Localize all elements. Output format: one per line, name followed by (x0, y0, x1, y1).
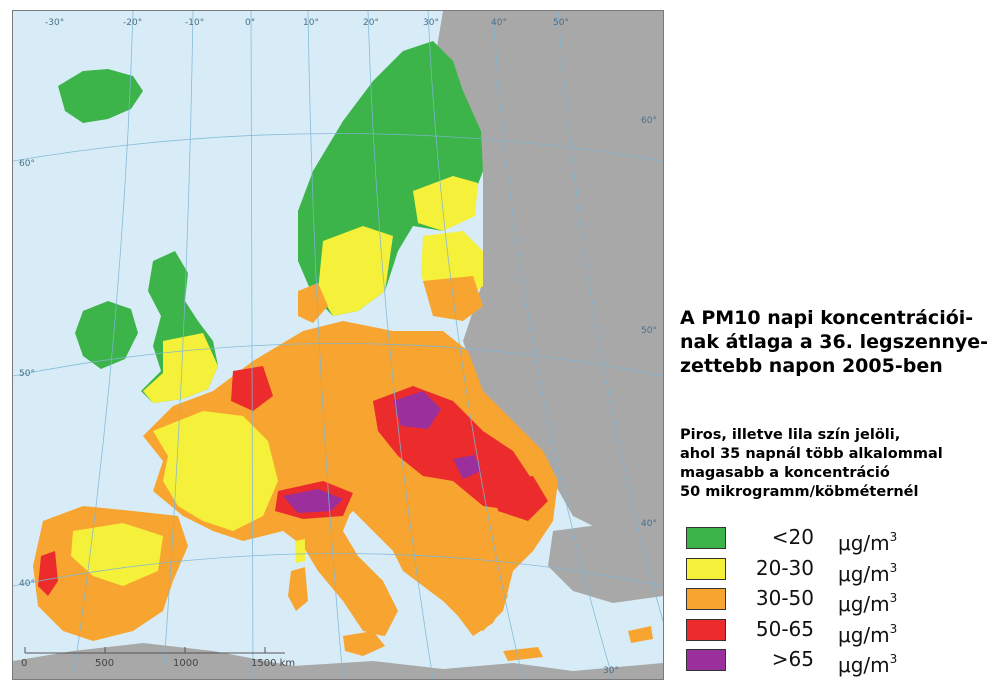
map-title: A PM10 napi koncentrációi- nak átlaga a … (680, 306, 995, 378)
legend-swatch (686, 588, 726, 611)
lon-label: -30° (45, 18, 64, 28)
title-line: zettebb napon 2005-ben (680, 355, 943, 377)
lon-label: -10° (185, 18, 204, 28)
legend-item: 30-50 μg/m3 (686, 585, 986, 616)
scale-bar: 0 500 1000 1500 km (21, 647, 295, 669)
map-canvas: -30° -20° -10° 0° 10° 20° 30° 40° 50° 60… (13, 11, 663, 679)
scale-label: 1500 km (251, 658, 295, 669)
legend-unit: μg/m3 (838, 652, 898, 678)
legend-range: <20 (771, 525, 814, 549)
lon-label: 0° (245, 18, 255, 28)
po-valley-purple (283, 489, 343, 513)
poland-purple (393, 391, 441, 429)
lat-label-right: 60° (641, 116, 657, 126)
england-south-yellow (143, 333, 218, 403)
legend-range: 50-65 (755, 616, 814, 641)
pm10-map: -30° -20° -10° 0° 10° 20° 30° 40° 50° 60… (12, 10, 664, 680)
title-line: A PM10 napi koncentrációi- (680, 307, 974, 329)
ireland (75, 301, 138, 369)
portugal-red (38, 551, 58, 596)
lon-label: 50° (553, 18, 569, 28)
legend: <20 μg/m3 20-30 μg/m3 30-50 μg/m3 50-65 … (686, 524, 986, 677)
legend-unit: μg/m3 (838, 621, 898, 647)
map-note: Piros, illetve lila szín jelöli, ahol 35… (680, 426, 995, 502)
italy (293, 486, 398, 636)
note-line: 50 mikrogramm/köbméternél (680, 484, 919, 500)
lat-label-right: 30° (603, 666, 619, 676)
note-line: ahol 35 napnál több alkalommal (680, 446, 943, 462)
iberia-yellow-center (71, 523, 163, 586)
sweden-south-yellow (318, 226, 393, 316)
lat-label-right: 50° (641, 326, 657, 336)
sardinia (288, 567, 308, 611)
legend-range: 30-50 (755, 586, 814, 611)
denmark (298, 283, 328, 323)
legend-item: 50-65 μg/m3 (686, 616, 986, 647)
scale-label: 1000 (173, 658, 198, 669)
legend-unit: μg/m3 (838, 560, 898, 586)
scale-label: 500 (95, 658, 114, 669)
note-line: magasabb a koncentráció (680, 465, 890, 481)
legend-range: 20-30 (755, 555, 814, 580)
north-africa-grey (13, 643, 663, 679)
turkey-grey (548, 523, 663, 603)
graticule-labels: -30° -20° -10° 0° 10° 20° 30° 40° 50° 60… (19, 18, 657, 676)
finland-south-yellow (413, 176, 478, 231)
greece (451, 566, 508, 636)
note-line: Piros, illetve lila szín jelöli, (680, 427, 901, 443)
lat-label-left: 60° (19, 159, 35, 169)
lon-label: 40° (491, 18, 507, 28)
lon-label: 20° (363, 18, 379, 28)
legend-unit: μg/m3 (838, 530, 898, 555)
crete (503, 647, 543, 661)
graticule (13, 11, 663, 679)
legend-swatch (686, 649, 726, 672)
scale-label: 0 (21, 658, 27, 669)
legend-range: >65 (771, 647, 814, 672)
lon-label: 30° (423, 18, 439, 28)
sicily (343, 631, 385, 656)
lon-label: -20° (123, 18, 142, 28)
cyprus (628, 626, 653, 643)
iceland (58, 69, 143, 123)
romania-red (493, 476, 548, 521)
legend-item: 20-30 μg/m3 (686, 555, 986, 586)
corsica (295, 539, 305, 563)
legend-swatch (686, 618, 726, 641)
title-line: nak átlaga a 36. legszennye- (680, 331, 989, 353)
lat-label-left: 40° (19, 579, 35, 589)
hungary-purple (453, 455, 481, 479)
legend-swatch (686, 557, 726, 580)
lat-label-right: 40° (641, 519, 657, 529)
legend-item: <20 μg/m3 (686, 524, 986, 555)
legend-unit: μg/m3 (838, 591, 898, 617)
lat-label-left: 50° (19, 369, 35, 379)
legend-item: >65 μg/m3 (686, 646, 986, 677)
france-yellow (153, 411, 278, 531)
lon-label: 10° (303, 18, 319, 28)
legend-swatch (686, 527, 726, 549)
